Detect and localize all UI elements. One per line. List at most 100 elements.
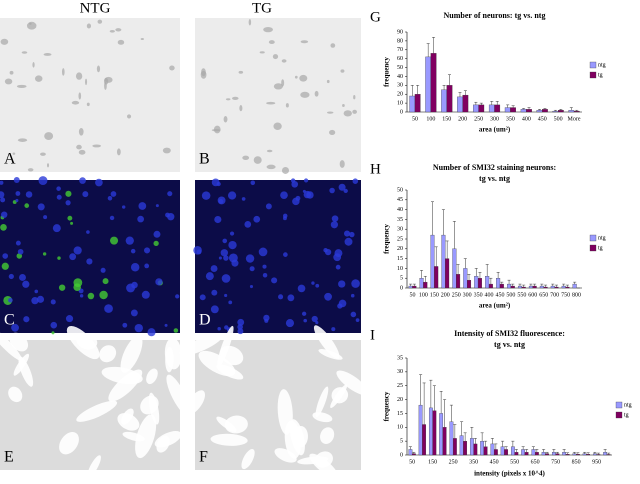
texture <box>205 272 214 281</box>
texture <box>280 191 288 199</box>
bar <box>469 438 474 456</box>
error-bar <box>518 283 522 287</box>
y-tick-label: 0 <box>400 109 403 115</box>
error-bar <box>445 240 449 259</box>
texture <box>117 39 125 45</box>
texture <box>214 215 222 224</box>
texture <box>69 253 77 261</box>
x-tick-label: 150 <box>428 459 437 465</box>
bar <box>532 285 537 289</box>
bar <box>572 283 577 289</box>
chart-title: Number of neurons: tg vs. ntg <box>444 11 546 20</box>
x-tick-label: 750 <box>551 459 560 465</box>
bar <box>603 452 608 456</box>
texture <box>167 213 175 221</box>
bar <box>467 280 472 289</box>
error-bar <box>576 452 580 455</box>
error-bar <box>442 85 446 90</box>
bar <box>510 285 515 289</box>
panel-label: I <box>370 327 375 343</box>
y-tick-label: 0 <box>400 285 403 291</box>
texture <box>154 431 182 448</box>
x-axis-label: area (um²) <box>479 302 511 310</box>
texture <box>92 144 102 148</box>
texture <box>43 53 52 56</box>
error-bar <box>514 449 518 453</box>
x-tick-label: 200 <box>458 116 467 122</box>
texture <box>122 322 128 328</box>
bar <box>463 440 468 456</box>
texture <box>343 110 352 117</box>
texture <box>104 304 113 313</box>
bar <box>550 285 555 289</box>
bar <box>565 286 570 289</box>
bar <box>494 104 501 113</box>
texture <box>248 19 252 26</box>
bar <box>474 276 479 289</box>
x-tick-label: 700 <box>550 292 559 298</box>
bar <box>478 104 485 113</box>
texture <box>350 293 355 298</box>
error-bar <box>494 443 498 450</box>
texture <box>122 431 145 442</box>
bar <box>463 268 468 289</box>
texture <box>285 319 295 328</box>
x-tick-label: 250 <box>452 292 461 298</box>
error-bar <box>495 101 499 105</box>
texture <box>201 191 211 200</box>
micrograph <box>195 180 361 333</box>
error-bar <box>529 283 533 287</box>
bar <box>520 109 527 113</box>
texture <box>228 240 237 250</box>
texture <box>126 114 132 119</box>
texture <box>173 328 179 333</box>
bar <box>575 454 580 456</box>
texture <box>315 283 320 288</box>
x-tick-label: 500 <box>554 116 563 122</box>
error-bar <box>470 427 474 439</box>
bar <box>411 453 416 456</box>
texture <box>76 332 98 350</box>
chart-title: Intensity of SMI32 fluorescence: <box>454 329 565 338</box>
texture <box>78 149 86 155</box>
x-tick-label: 150 <box>430 292 439 298</box>
x-tick-label: 550 <box>510 459 519 465</box>
error-bar <box>453 424 457 439</box>
error-bar <box>522 108 526 110</box>
texture <box>0 224 7 231</box>
texture <box>326 79 330 84</box>
texture <box>162 147 171 154</box>
error-bar <box>544 284 548 288</box>
texture <box>266 149 273 153</box>
error-bar <box>500 281 504 285</box>
texture <box>324 292 332 301</box>
error-bar <box>412 283 416 287</box>
texture <box>13 353 30 376</box>
texture <box>237 318 245 326</box>
texture <box>277 389 293 435</box>
bar <box>565 454 570 456</box>
bar <box>418 404 423 456</box>
texture <box>75 72 83 80</box>
texture <box>50 321 58 329</box>
texture <box>23 316 30 323</box>
texture <box>144 263 150 269</box>
legend-label: tg <box>598 72 603 78</box>
texture <box>22 280 30 288</box>
texture <box>78 127 84 136</box>
error-bar <box>430 201 434 236</box>
texture <box>336 370 369 396</box>
texture <box>52 224 61 233</box>
bar <box>408 285 413 289</box>
texture <box>109 215 115 221</box>
texture <box>264 318 269 323</box>
texture <box>263 314 270 322</box>
error-bar <box>473 438 477 444</box>
legend-label: tg <box>598 245 603 251</box>
texture <box>164 323 168 327</box>
texture <box>9 70 14 75</box>
texture <box>216 416 237 433</box>
texture <box>38 176 48 186</box>
texture <box>97 19 103 24</box>
texture <box>50 299 56 305</box>
